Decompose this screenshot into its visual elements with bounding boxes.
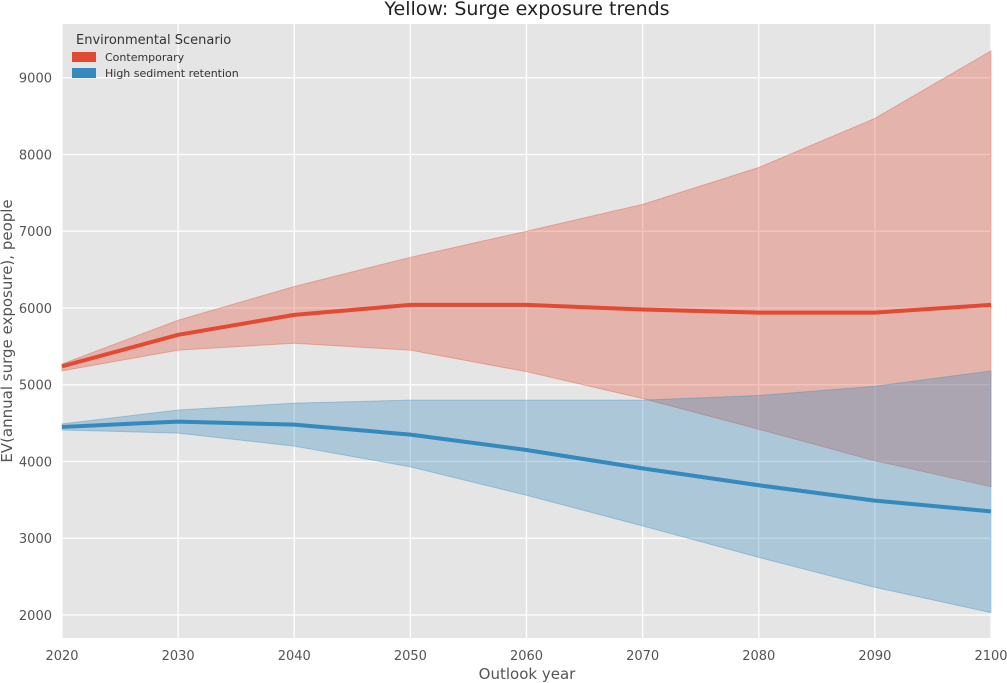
x-tick-label: 2020 [45,649,78,664]
x-tick-label: 2050 [394,649,427,664]
y-tick-label: 8000 [19,148,52,163]
x-axis-ticks: 2020 2030 2040 2050 2060 2070 2080 2090 2100 [45,649,1007,664]
x-axis-label: Outlook year [479,665,576,683]
legend-title: Environmental Scenario [76,33,231,48]
y-tick-label: 6000 [19,302,52,317]
series-lines [61,302,992,514]
confidence-bands [61,49,992,614]
y-axis-ticks: 2000 3000 4000 5000 6000 7000 8000 9000 [19,72,52,624]
grid [61,24,992,638]
x-tick-label: 2040 [278,649,311,664]
band-high-sediment-retention [61,370,992,614]
line-high-sediment-retention [61,419,992,514]
legend-swatch-high-sediment-retention [72,68,96,78]
legend-swatch-contemporary [72,52,96,62]
legend: Environmental Scenario Contemporary High… [72,33,239,80]
y-axis-label: EV(annual surge exposure), people [0,199,16,462]
chart-title: Yellow: Surge exposure trends [383,0,669,20]
band-contemporary [61,49,992,488]
y-tick-label: 4000 [19,455,52,470]
legend-label-high-sediment-retention: High sediment retention [105,67,239,80]
line-contemporary [61,302,992,369]
x-tick-label: 2070 [626,649,659,664]
x-tick-label: 2030 [162,649,195,664]
x-tick-label: 2060 [510,649,543,664]
y-tick-label: 9000 [19,72,52,87]
x-tick-label: 2080 [742,649,775,664]
x-tick-label: 2090 [858,649,891,664]
y-tick-label: 2000 [19,609,52,624]
y-tick-label: 3000 [19,532,52,547]
x-tick-label: 2100 [974,649,1007,664]
legend-label-contemporary: Contemporary [105,51,185,64]
y-tick-label: 7000 [19,225,52,240]
y-tick-label: 5000 [19,379,52,394]
